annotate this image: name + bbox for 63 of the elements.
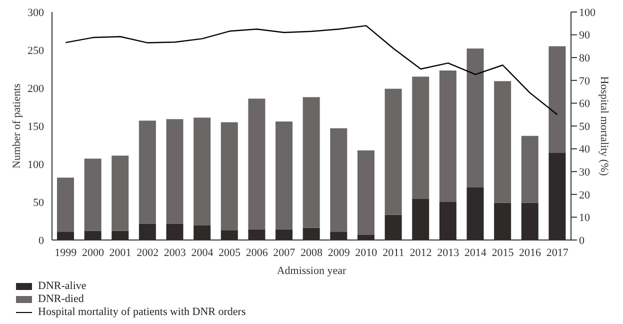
y2-tick-label: 0	[579, 234, 585, 247]
x-tick-label: 2003	[164, 246, 186, 259]
y2-tick-label: 50	[579, 120, 590, 133]
bar	[84, 158, 102, 231]
x-tick-label: 2006	[246, 246, 268, 259]
bar	[220, 122, 238, 230]
bar	[57, 178, 74, 232]
x-tick-label: 2008	[300, 246, 323, 259]
y2-tick-label: 60	[579, 98, 590, 110]
bar	[112, 156, 129, 231]
x-tick-label: 2017	[546, 246, 569, 259]
bar	[412, 76, 430, 199]
legend-label: DNR-died	[38, 293, 84, 306]
x-tick-label: 2013	[437, 246, 460, 259]
x-tick-label: 2000	[82, 246, 104, 259]
x-tick-label: 2010	[355, 246, 378, 259]
bar	[248, 98, 266, 230]
y2-tick-label: 70	[579, 75, 590, 88]
x-tick-label: 2007	[273, 246, 296, 259]
bar	[384, 88, 402, 215]
bar	[302, 97, 320, 228]
bar	[439, 70, 456, 202]
x-axis-title: Admission year	[276, 265, 347, 277]
bar	[166, 119, 184, 224]
x-tick-label: 2015	[492, 246, 514, 259]
y-tick-label: 100	[28, 158, 44, 171]
x-tick-label: 2016	[519, 246, 542, 259]
x-tick-label: 2004	[191, 246, 214, 259]
y2-tick-label: 20	[579, 189, 590, 202]
y-tick-label: 150	[28, 120, 44, 133]
bar	[548, 46, 566, 153]
y2-tick-label: 100	[579, 6, 596, 19]
bar	[138, 120, 156, 224]
bar	[521, 136, 538, 203]
y2-axis-title: Hospital mortality (%)	[598, 76, 610, 176]
bar	[466, 48, 484, 188]
y-axis-title: Number of patients	[10, 84, 23, 168]
x-tick-label: 2011	[382, 246, 404, 259]
y-tick-label: 50	[33, 196, 44, 209]
x-tick-label: 2014	[464, 246, 487, 259]
y2-tick-label: 10	[579, 212, 590, 224]
y-tick-label: 200	[28, 82, 44, 95]
x-tick-label: 2005	[218, 246, 242, 259]
bar	[494, 81, 512, 203]
x-tick-label: 2012	[410, 246, 432, 259]
x-tick-label: 2002	[136, 246, 159, 259]
x-tick-label: 1999	[54, 246, 78, 259]
y2-tick-label: 80	[579, 52, 590, 65]
bar	[357, 150, 374, 235]
line-series	[65, 25, 558, 116]
y-tick-label: 250	[28, 44, 44, 57]
y2-tick-label: 40	[579, 144, 590, 156]
legend-label: Hospital mortality of patients with DNR orders	[38, 306, 246, 319]
x-tick-label: 2009	[328, 246, 350, 259]
x-tick-label: 2001	[109, 246, 132, 259]
bar	[276, 121, 293, 230]
y2-tick-label: 90	[579, 30, 590, 42]
bar	[330, 128, 348, 232]
y-tick-label: 0	[38, 234, 44, 247]
y-tick-label: 300	[28, 6, 44, 19]
legend-label: DNR-alive	[38, 280, 86, 293]
y2-tick-label: 30	[579, 166, 590, 179]
bar	[194, 118, 211, 226]
